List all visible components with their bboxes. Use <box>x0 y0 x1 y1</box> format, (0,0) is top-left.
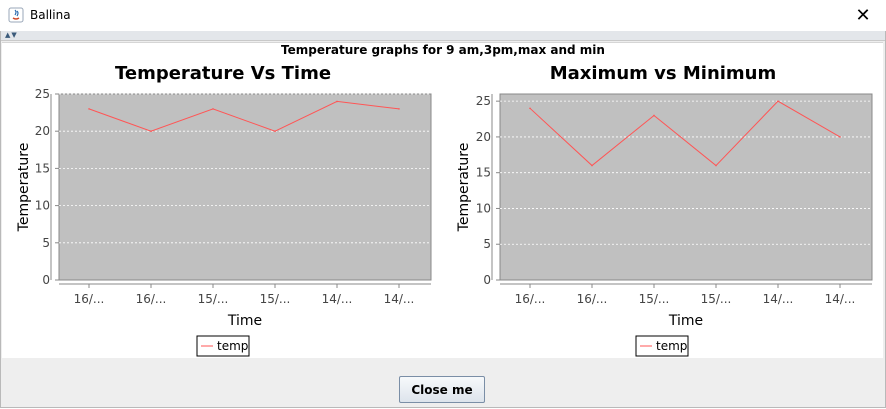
x-tick-label: 15/... <box>260 292 291 306</box>
charts-area: Temperature Vs Time 0 5 10 15 20 25 16/... 16/..… <box>16 63 873 357</box>
window-title: Ballina <box>30 8 71 22</box>
x-tick-label: 14/... <box>322 292 353 306</box>
data-point <box>715 164 717 167</box>
x-tick-label: 16/... <box>515 292 546 306</box>
legend-box <box>635 335 689 357</box>
x-tick-label: 16/... <box>74 292 105 306</box>
y-tick-label: 20 <box>476 130 491 144</box>
chart-2: Maximum vs Minimum 0 5 10 15 20 25 16/... 16/...… <box>456 63 873 357</box>
data-point <box>591 164 593 167</box>
y-tick-label: 10 <box>35 199 50 213</box>
split-arrows-icon[interactable]: ▲▼ <box>5 31 18 39</box>
data-point <box>150 130 152 132</box>
x-axis-label: Time <box>227 313 262 329</box>
y-tick-label: 25 <box>476 94 491 108</box>
y-tick-label: 15 <box>35 161 50 175</box>
chart-1: Temperature Vs Time 0 5 10 15 20 25 16/... 16/..… <box>16 63 432 357</box>
data-point <box>212 108 214 110</box>
plot-area <box>58 93 432 281</box>
y-axis-label: Temperature <box>16 143 32 233</box>
x-tick-label: 16/... <box>136 292 167 306</box>
y-tick-label: 20 <box>35 124 50 138</box>
y-tick-label: 5 <box>42 236 50 250</box>
panel-title: Temperature graphs for 9 am,3pm,max and … <box>281 43 605 57</box>
series-line-temp <box>529 100 841 167</box>
x-tick-label: 16/... <box>577 292 608 306</box>
series-line-temp <box>88 100 400 132</box>
plot-area <box>499 93 873 281</box>
data-point <box>777 100 779 102</box>
legend: temp <box>196 335 250 357</box>
data-point <box>274 130 276 132</box>
chart-title: Maximum vs Minimum <box>550 63 777 84</box>
y-tick-label: 0 <box>483 273 491 287</box>
data-point <box>653 114 655 117</box>
close-me-button[interactable]: Close me <box>399 376 485 403</box>
x-axis-label: Time <box>668 313 703 329</box>
x-tick-label: 14/... <box>763 292 794 306</box>
data-point <box>398 108 400 110</box>
window-close-button[interactable]: ✕ <box>840 0 886 31</box>
y-tick-label: 25 <box>35 87 50 101</box>
x-tick-label: 15/... <box>639 292 670 306</box>
split-pane-divider[interactable]: ▲▼ <box>1 31 885 41</box>
legend: temp <box>635 335 689 357</box>
x-tick-label: 15/... <box>198 292 229 306</box>
close-icon: ✕ <box>855 5 871 26</box>
data-point <box>88 108 90 110</box>
data-point <box>839 136 841 138</box>
data-point <box>336 100 338 103</box>
x-tick-label: 15/... <box>701 292 732 306</box>
data-point <box>529 107 531 110</box>
chart-title: Temperature Vs Time <box>115 63 331 84</box>
x-tick-label: 14/... <box>825 292 856 306</box>
y-tick-label: 10 <box>476 201 491 215</box>
legend-label: temp <box>656 339 687 353</box>
legend-box <box>196 335 250 357</box>
y-axis-label: Temperature <box>456 143 472 233</box>
y-tick-label: 5 <box>483 237 491 251</box>
y-tick-label: 15 <box>476 166 491 180</box>
legend-label: temp <box>217 339 248 353</box>
title-bar: Ballina ✕ <box>0 0 886 32</box>
y-tick-label: 0 <box>42 273 50 287</box>
x-tick-label: 14/... <box>384 292 415 306</box>
java-icon <box>8 7 24 23</box>
